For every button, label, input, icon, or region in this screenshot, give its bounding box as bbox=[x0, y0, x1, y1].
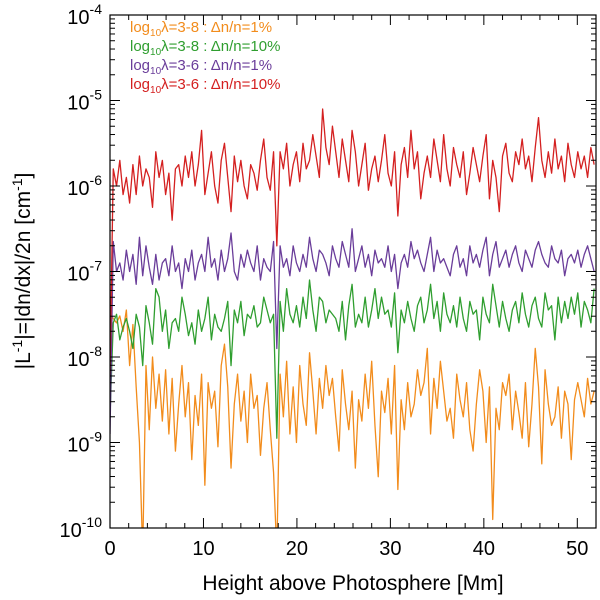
y-tick-label-exp: -10 bbox=[82, 514, 102, 530]
y-tick-label: 10-10 bbox=[60, 514, 103, 542]
series-line-2 bbox=[110, 279, 595, 439]
y-axis-label-text: |L bbox=[12, 352, 35, 369]
legend-sub: 10 bbox=[150, 66, 162, 77]
legend-entry-1: log10λ=3-8 : Δn/n=1% bbox=[130, 19, 272, 39]
legend-log: log bbox=[130, 38, 150, 55]
legend-entry-2: log10λ=3-8 : Δn/n=10% bbox=[130, 38, 280, 58]
y-tick-label-base: 10 bbox=[67, 7, 89, 29]
x-tick-label: 30 bbox=[379, 538, 401, 560]
y-tick-label-exp: -7 bbox=[90, 258, 103, 274]
y-tick-label-base: 10 bbox=[67, 349, 89, 371]
y-tick-label: 10-9 bbox=[67, 429, 102, 457]
y-axis-label-text-3: ] bbox=[12, 173, 35, 179]
legend-rest: λ=3-8 : Δn/n=1% bbox=[161, 19, 272, 36]
legend-sub: 10 bbox=[150, 47, 162, 58]
y-tick-label: 10-8 bbox=[67, 343, 102, 371]
y-tick-label-base: 10 bbox=[67, 93, 89, 115]
y-tick-label-base: 10 bbox=[67, 264, 89, 286]
legend-sub: 10 bbox=[150, 85, 162, 96]
legend-log: log bbox=[130, 19, 150, 36]
series-line-3 bbox=[110, 228, 595, 434]
y-tick-label-base: 10 bbox=[67, 435, 89, 457]
y-tick-label: 10-4 bbox=[67, 1, 102, 29]
y-tick-label-exp: -4 bbox=[90, 1, 103, 17]
legend-sub: 10 bbox=[150, 28, 162, 39]
y-tick-label: 10-7 bbox=[67, 258, 102, 286]
legend-rest: λ=3-6 : Δn/n=10% bbox=[161, 76, 280, 93]
legend-log: log bbox=[130, 76, 150, 93]
x-tick-label: 40 bbox=[473, 538, 495, 560]
y-tick-label-exp: -6 bbox=[90, 172, 103, 188]
x-tick-label: 20 bbox=[286, 538, 308, 560]
legend-log: log bbox=[130, 57, 150, 74]
y-tick-label-base: 10 bbox=[60, 520, 82, 542]
series-layer bbox=[110, 108, 595, 528]
y-tick-label-base: 10 bbox=[67, 178, 89, 200]
legend-entry-3: log10λ=3-6 : Δn/n=1% bbox=[130, 57, 272, 77]
y-tick-label: 10-6 bbox=[67, 172, 102, 200]
y-tick-label-exp: -8 bbox=[90, 343, 103, 359]
legend-rest: λ=3-6 : Δn/n=1% bbox=[161, 57, 272, 74]
y-axis-label-sup: -1 bbox=[9, 340, 25, 353]
x-axis-label: Height above Photosphere [Mm] bbox=[202, 572, 503, 595]
x-tick-label: 0 bbox=[104, 538, 115, 560]
legend-rest: λ=3-8 : Δn/n=10% bbox=[161, 38, 280, 55]
series-line-4 bbox=[110, 108, 595, 375]
y-axis-label-text-2: |=|dn/dx|/2n [cm bbox=[12, 191, 35, 340]
x-tick-label: 50 bbox=[566, 538, 588, 560]
series-line-1 bbox=[110, 309, 595, 528]
y-tick-label-exp: -5 bbox=[90, 87, 103, 103]
y-tick-label-exp: -9 bbox=[90, 429, 103, 445]
legend: log10λ=3-8 : Δn/n=1%log10λ=3-8 : Δn/n=10… bbox=[130, 19, 280, 96]
x-tick-label: 10 bbox=[192, 538, 214, 560]
y-tick-label: 10-5 bbox=[67, 87, 102, 115]
legend-entry-4: log10λ=3-6 : Δn/n=10% bbox=[130, 76, 280, 96]
y-axis-label: |L-1|=|dn/dx|/2n [cm-1] bbox=[9, 173, 35, 370]
y-axis-label-sup-2: -1 bbox=[9, 178, 25, 191]
